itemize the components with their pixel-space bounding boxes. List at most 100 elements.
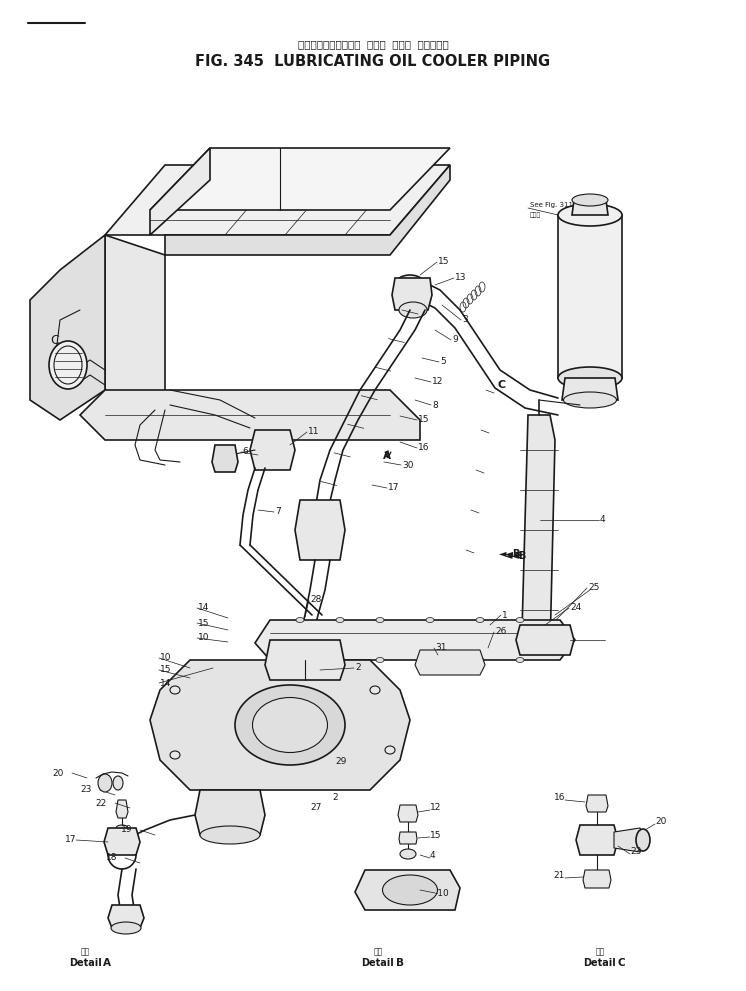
Text: 7: 7: [275, 507, 280, 516]
Ellipse shape: [235, 685, 345, 765]
Text: 4: 4: [600, 515, 606, 524]
Polygon shape: [150, 148, 210, 235]
Text: ルーブリケーティング  オイル  クーラ  パイピング: ルーブリケーティング オイル クーラ パイピング: [298, 39, 448, 49]
Text: 19: 19: [121, 826, 132, 834]
Polygon shape: [105, 165, 450, 235]
Text: 24: 24: [570, 604, 581, 612]
Text: 詳細: 詳細: [374, 947, 383, 956]
Text: 17: 17: [64, 835, 76, 844]
Ellipse shape: [426, 617, 434, 622]
Text: 16: 16: [418, 444, 430, 453]
Text: 31: 31: [435, 643, 447, 652]
Ellipse shape: [376, 617, 384, 622]
Ellipse shape: [252, 698, 327, 752]
Ellipse shape: [383, 875, 437, 905]
Text: 23: 23: [630, 847, 642, 856]
Polygon shape: [105, 235, 165, 410]
Polygon shape: [583, 870, 611, 888]
Ellipse shape: [370, 686, 380, 694]
Ellipse shape: [336, 617, 344, 622]
Ellipse shape: [516, 617, 524, 622]
Polygon shape: [250, 430, 295, 470]
Ellipse shape: [113, 776, 123, 790]
Text: 23: 23: [81, 786, 92, 795]
Text: See Fig. 311: See Fig. 311: [530, 202, 573, 208]
Text: 15: 15: [438, 258, 450, 267]
Text: Detail: Detail: [583, 958, 616, 968]
Text: 30: 30: [402, 461, 413, 470]
Ellipse shape: [563, 392, 616, 408]
Polygon shape: [398, 805, 418, 822]
Ellipse shape: [111, 922, 141, 934]
Text: 2: 2: [332, 794, 338, 803]
Polygon shape: [30, 235, 105, 420]
Text: 5: 5: [440, 358, 446, 367]
Text: B: B: [396, 958, 404, 968]
Text: 15: 15: [430, 830, 442, 839]
Polygon shape: [150, 148, 450, 210]
Text: 6: 6: [242, 448, 248, 457]
Polygon shape: [80, 390, 420, 440]
Text: 20: 20: [53, 768, 64, 778]
Polygon shape: [516, 625, 574, 655]
Ellipse shape: [376, 657, 384, 663]
Polygon shape: [212, 445, 238, 472]
Text: 21: 21: [554, 871, 565, 880]
Ellipse shape: [116, 825, 128, 831]
Text: 18: 18: [105, 853, 117, 862]
Text: 3: 3: [462, 315, 468, 324]
Text: ◄◄B: ◄◄B: [499, 549, 521, 559]
Text: A: A: [103, 958, 111, 968]
Text: 9: 9: [452, 336, 458, 345]
Polygon shape: [392, 278, 432, 310]
Ellipse shape: [385, 746, 395, 754]
Text: 15: 15: [160, 666, 172, 675]
Text: 26: 26: [495, 627, 507, 636]
Text: 8: 8: [432, 400, 438, 409]
Ellipse shape: [558, 367, 622, 389]
Ellipse shape: [572, 194, 608, 206]
Text: 20: 20: [655, 818, 666, 826]
Text: 13: 13: [455, 274, 466, 282]
Text: 29: 29: [335, 757, 346, 766]
Polygon shape: [255, 620, 575, 660]
Ellipse shape: [516, 657, 524, 663]
Text: C: C: [618, 958, 626, 968]
Text: 詳細: 詳細: [595, 947, 604, 956]
Text: 15: 15: [198, 618, 210, 627]
Text: 14: 14: [160, 679, 172, 688]
Text: FIG. 345  LUBRICATING OIL COOLER PIPING: FIG. 345 LUBRICATING OIL COOLER PIPING: [195, 55, 551, 69]
Polygon shape: [355, 870, 460, 910]
Polygon shape: [108, 905, 144, 928]
Text: 4: 4: [430, 851, 436, 860]
Text: 16: 16: [554, 794, 565, 803]
Ellipse shape: [98, 774, 112, 792]
Polygon shape: [572, 200, 608, 215]
Ellipse shape: [476, 617, 484, 622]
Ellipse shape: [200, 826, 260, 844]
Text: ◄◄B: ◄◄B: [505, 551, 527, 561]
Polygon shape: [562, 378, 618, 400]
Polygon shape: [576, 825, 618, 855]
Polygon shape: [150, 660, 410, 790]
Ellipse shape: [170, 751, 180, 759]
Polygon shape: [522, 415, 555, 650]
Text: 詳細: 詳細: [81, 947, 90, 956]
Text: C: C: [51, 334, 60, 347]
Ellipse shape: [49, 341, 87, 389]
Polygon shape: [165, 165, 450, 255]
Text: 12: 12: [432, 378, 443, 386]
Ellipse shape: [336, 657, 344, 663]
Polygon shape: [295, 500, 345, 560]
Text: 22: 22: [95, 799, 107, 808]
Text: 27: 27: [310, 804, 322, 813]
Polygon shape: [415, 650, 485, 675]
Text: 詳細図: 詳細図: [530, 212, 542, 218]
Polygon shape: [104, 828, 140, 855]
Ellipse shape: [296, 617, 304, 622]
Polygon shape: [586, 795, 608, 812]
Ellipse shape: [399, 302, 427, 318]
Text: 28: 28: [310, 596, 322, 605]
Polygon shape: [558, 215, 622, 378]
Polygon shape: [265, 640, 345, 680]
